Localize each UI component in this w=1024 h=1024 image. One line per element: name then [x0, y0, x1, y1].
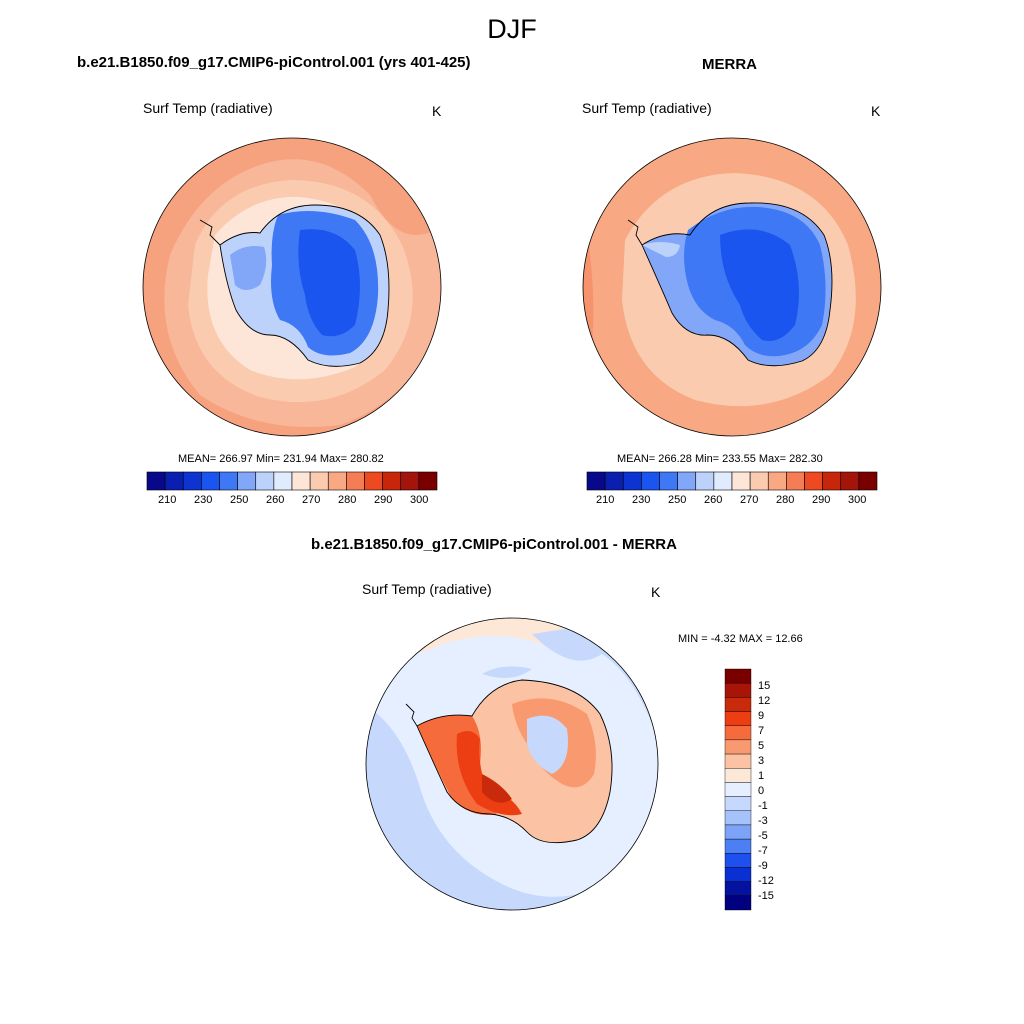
panel-model-colorbar-swatch [201, 471, 220, 491]
panel-obs-colorbar-swatch [858, 471, 878, 491]
panel-obs-variable-label: Surf Temp (radiative) [582, 100, 712, 116]
panel-model-colorbar-tick: 250 [230, 494, 249, 506]
panel-diff-colorbar-swatch [724, 768, 752, 783]
panel-obs-colorbar-swatch [749, 471, 769, 491]
panel-model-colorbar-tick: 210 [158, 494, 177, 506]
panel-obs-colorbar-swatch [786, 471, 805, 491]
panel-model-colorbar [146, 471, 438, 491]
panel-model-colorbar-swatch [309, 471, 329, 491]
panel-obs-colorbar-swatch [586, 471, 606, 491]
panel-obs-colorbar [586, 471, 878, 491]
panel-obs-colorbar-tick: 280 [776, 494, 795, 506]
panel-model-colorbar-swatch [146, 471, 166, 491]
panel-diff-colorbar-tick: 3 [758, 755, 765, 767]
figure-title: DJF [487, 14, 537, 44]
panel-model-colorbar-swatch [382, 471, 402, 491]
panel-diff-colorbar-tick: 1 [758, 770, 765, 782]
panel-obs-colorbar-swatch [767, 471, 787, 491]
panel-obs-colorbar-swatch [695, 471, 715, 491]
panel-obs-colorbar-swatch [731, 471, 751, 491]
panel-diff-units-label: K [651, 584, 661, 600]
panel-diff-colorbar-swatch [724, 810, 752, 826]
panel-diff-colorbar-tick: 9 [758, 710, 765, 722]
panel-model-units-label: K [432, 103, 442, 119]
panel-obs-colorbar-swatch [713, 471, 733, 491]
panel-diff-colorbar-swatch [724, 753, 752, 769]
panel-diff-colorbar-tick: 7 [758, 725, 765, 737]
panel-obs-colorbar-tick: 250 [668, 494, 687, 506]
panel-diff-colorbar-swatch [724, 853, 752, 868]
panel-obs-colorbar-tick: 210 [596, 494, 615, 506]
panel-diff-colorbar-tick: 12 [758, 695, 771, 707]
panel-diff-colorbar-swatch [724, 881, 752, 897]
panel-model-colorbar-swatch [237, 471, 257, 491]
panel-model-colorbar-swatch [327, 471, 347, 491]
panel-obs-stats: MEAN= 266.28 Min= 233.55 Max= 282.30 [617, 453, 823, 465]
panel-obs-colorbar-swatch [604, 471, 624, 491]
panel-diff-colorbar-tick: 5 [758, 740, 765, 752]
panel-obs-title: MERRA [702, 56, 757, 73]
panel-diff-stats: MIN = -4.32 MAX = 12.66 [678, 633, 803, 645]
panel-model-colorbar-tick: 280 [338, 494, 357, 506]
panel-model-colorbar-swatch [418, 471, 438, 491]
panel-obs-units-label: K [871, 103, 881, 119]
panel-diff-colorbar-tick: -12 [758, 875, 774, 887]
panel-model-colorbar-swatch [400, 471, 420, 491]
panel-obs-colorbar-swatch [641, 471, 660, 491]
panel-diff-colorbar-swatch [724, 697, 752, 712]
panel-diff-colorbar-swatch [724, 824, 752, 840]
panel-model-colorbar-swatch [255, 471, 275, 491]
panel-model-colorbar-swatch [291, 471, 311, 491]
panel-diff-colorbar-swatch [724, 668, 752, 684]
panel-diff-colorbar-swatch [724, 739, 752, 755]
panel-model-colorbar-swatch [219, 471, 238, 491]
panel-diff-title: b.e21.B1850.f09_g17.CMIP6-piControl.001 … [311, 536, 677, 553]
panel-diff-colorbar-tick: -15 [758, 890, 774, 902]
panel-diff-colorbar-tick: -5 [758, 830, 768, 842]
panel-model-colorbar-swatch [182, 471, 202, 491]
panel-model-polar-map [142, 137, 442, 437]
panel-obs-colorbar-tick: 270 [740, 494, 759, 506]
panel-obs-colorbar-swatch [822, 471, 842, 491]
panel-model-colorbar-swatch [273, 471, 293, 491]
panel-obs-colorbar-swatch [804, 471, 823, 491]
panel-model-colorbar-swatch [364, 471, 383, 491]
panel-obs-colorbar-swatch [659, 471, 678, 491]
panel-diff-colorbar-tick: -3 [758, 815, 768, 827]
panel-obs-colorbar-swatch [840, 471, 860, 491]
panel-diff-colorbar-swatch [724, 895, 752, 911]
panel-obs-colorbar-tick: 290 [812, 494, 831, 506]
panel-diff-colorbar-swatch [724, 782, 752, 797]
panel-diff-colorbar [724, 668, 752, 911]
panel-obs-polar-map [582, 137, 882, 437]
panel-diff-colorbar-tick: -1 [758, 800, 768, 812]
panel-model-colorbar-tick: 260 [266, 494, 285, 506]
panel-diff-colorbar-swatch [724, 725, 752, 741]
panel-obs-colorbar-tick: 230 [632, 494, 651, 506]
panel-model-colorbar-tick: 300 [410, 494, 429, 506]
panel-diff-polar-map [365, 617, 659, 911]
panel-model-colorbar-swatch [164, 471, 184, 491]
panel-model-colorbar-tick: 230 [194, 494, 213, 506]
panel-diff-colorbar-swatch [724, 682, 752, 698]
panel-model-title: b.e21.B1850.f09_g17.CMIP6-piControl.001 … [77, 54, 471, 71]
panel-model-variable-label: Surf Temp (radiative) [143, 100, 273, 116]
panel-diff-colorbar-tick: 15 [758, 680, 771, 692]
panel-diff-variable-label: Surf Temp (radiative) [362, 581, 492, 597]
panel-diff-colorbar-tick: 0 [758, 785, 765, 797]
panel-diff-colorbar-swatch [724, 838, 752, 854]
panel-diff-colorbar-swatch [724, 796, 752, 811]
panel-model-colorbar-tick: 290 [374, 494, 393, 506]
panel-diff-colorbar-tick: -9 [758, 860, 768, 872]
panel-model-stats: MEAN= 266.97 Min= 231.94 Max= 280.82 [178, 453, 384, 465]
panel-model-colorbar-swatch [346, 471, 365, 491]
panel-obs-colorbar-swatch [677, 471, 697, 491]
panel-diff-colorbar-tick: -7 [758, 845, 768, 857]
panel-obs-colorbar-swatch [622, 471, 642, 491]
panel-diff-colorbar-swatch [724, 711, 752, 726]
panel-obs-colorbar-tick: 260 [704, 494, 723, 506]
panel-obs-colorbar-tick: 300 [848, 494, 867, 506]
panel-model-colorbar-tick: 270 [302, 494, 321, 506]
panel-diff-colorbar-swatch [724, 867, 752, 882]
